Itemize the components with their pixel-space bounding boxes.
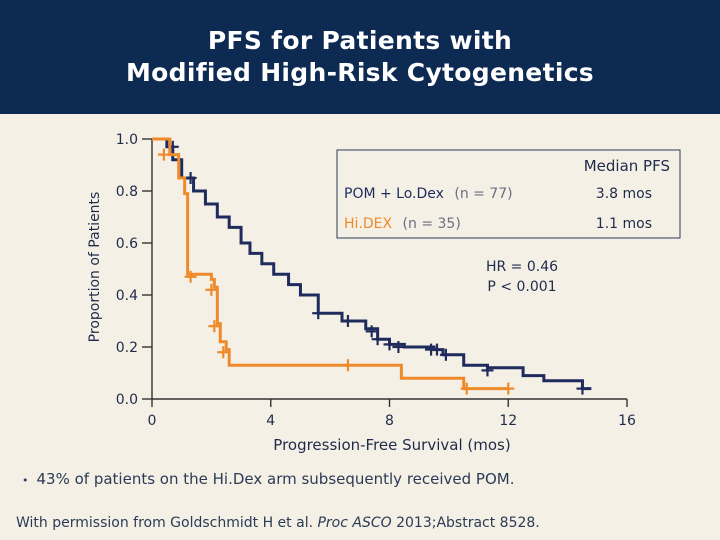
title-banner: PFS for Patients with Modified High-Risk…: [0, 0, 720, 114]
y-tick-label: 1.0: [116, 132, 138, 148]
y-tick-label: 0.2: [116, 340, 138, 356]
x-axis-label: Progression-Free Survival (mos): [273, 436, 510, 454]
credit-prefix: With permission from Goldschmidt H et al…: [16, 515, 318, 531]
bullet-text: 43% of patients on the Hi.Dex arm subseq…: [36, 470, 515, 488]
censor-mark: [184, 172, 197, 184]
credit-journal: Proc ASCO: [317, 515, 392, 531]
censor-mark: [502, 382, 515, 395]
censor-mark: [312, 307, 325, 320]
censor-mark: [481, 364, 494, 377]
censor-mark: [383, 338, 396, 351]
censor-mark: [460, 382, 473, 395]
citation: With permission from Goldschmidt H et al…: [16, 515, 540, 531]
bullet-dot-icon: •: [22, 474, 29, 487]
slide-title-line-1: PFS for Patients with: [207, 26, 513, 55]
y-tick-label: 0.8: [116, 184, 138, 200]
x-tick-label: 12: [499, 413, 517, 429]
legend-entry-pom: POM + Lo.Dex (n = 77): [344, 186, 513, 202]
x-tick-label: 16: [618, 413, 636, 429]
censor-mark: [208, 320, 221, 333]
censor-mark: [392, 341, 405, 353]
censor-mark: [365, 325, 378, 338]
legend-hidex-median: 1.1 mos: [596, 216, 652, 232]
y-tick-label: 0.4: [116, 288, 138, 304]
x-tick-label: 8: [385, 413, 394, 429]
legend-pom-median: 3.8 mos: [596, 186, 652, 202]
legend-box: [336, 149, 681, 239]
legend-header: Median PFS: [584, 157, 670, 175]
censor-mark: [184, 270, 197, 283]
p-annotation: P < 0.001: [487, 279, 556, 295]
y-tick-label: 0.6: [116, 236, 138, 252]
censor-mark: [439, 348, 452, 361]
hr-annotation: HR = 0.46: [486, 259, 558, 275]
legend-hidex-name: Hi.DEX: [344, 216, 392, 232]
credit-suffix: 2013;Abstract 8528.: [391, 515, 540, 531]
km-chart: 0.0 0.2 0.4 0.6 0.8 1.0 0 4 8 12 16 Proportion of…: [87, 132, 681, 454]
bullet-note: • 43% of patients on the Hi.Dex arm subse…: [22, 470, 515, 488]
x-tick-label: 4: [266, 413, 275, 429]
censor-mark: [431, 343, 443, 356]
series-line-pom-lodex: [152, 137, 592, 391]
censor-mark: [341, 359, 354, 372]
censor-mark: [217, 346, 230, 359]
legend-pom-name: POM + Lo.Dex: [344, 186, 444, 202]
y-tick-label: 0.0: [116, 392, 138, 408]
censor-mark: [205, 283, 218, 296]
legend-entry-hidex: Hi.DEX (n = 35): [344, 216, 461, 232]
censor-mark: [341, 315, 354, 327]
legend-pom-n: (n = 77): [454, 186, 512, 202]
legend: Median PFS POM + Lo.Dex (n = 77) 3.8 mos…: [336, 149, 681, 239]
censor-mark: [371, 333, 384, 346]
legend-hidex-n: (n = 35): [403, 216, 461, 232]
y-axis-label: Proportion of Patients: [87, 192, 103, 343]
series-line-hidex: [152, 137, 509, 391]
slide-title-line-2: Modified High-Risk Cytogenetics: [125, 58, 594, 87]
x-tick-label: 0: [148, 413, 157, 429]
censor-mark: [576, 382, 589, 395]
censor-mark: [157, 148, 170, 161]
